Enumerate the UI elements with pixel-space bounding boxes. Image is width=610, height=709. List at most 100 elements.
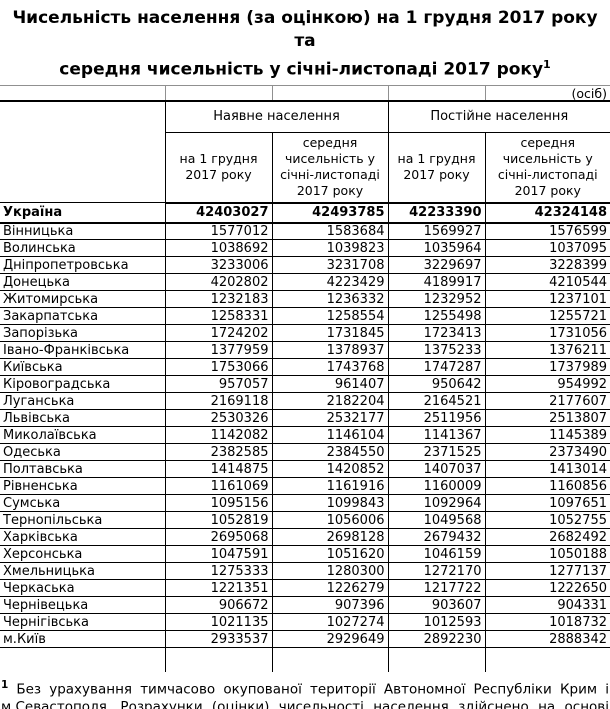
value-cell: 1275333	[164, 562, 273, 581]
table-row: Харківська 2695068 2698128 2679432 2682492	[0, 528, 610, 547]
trailer-row	[0, 647, 610, 672]
title-line-1: Чисельність населення (за оцінкою) на 1 …	[12, 8, 598, 51]
value-cell: 4210544	[484, 273, 610, 292]
value-cell: 2695068	[164, 528, 273, 547]
value-cell: 903607	[387, 596, 486, 615]
value-cell: 1049568	[387, 511, 486, 530]
region-name-cell: Тернопільська	[0, 511, 166, 530]
value-cell: 4223429	[271, 273, 389, 292]
table-body: Україна 42403027 42493785 42233390 42324148 В…	[0, 202, 610, 649]
value-cell: 1255721	[484, 307, 610, 326]
value-cell: 2513807	[484, 409, 610, 428]
value-cell: 4202802	[164, 273, 273, 292]
value-cell: 1280300	[271, 562, 389, 581]
table-row: Івано-Франківська 1377959 1378937 1375233 13…	[0, 341, 610, 360]
value-cell: 1577012	[164, 222, 273, 241]
value-cell: 1236332	[271, 290, 389, 309]
region-name-cell: Запорізька	[0, 324, 166, 343]
trailer-cell	[164, 647, 273, 672]
table-row: Миколаївська 1142082 1146104 1141367 1145389	[0, 426, 610, 445]
region-name-cell: Миколаївська	[0, 426, 166, 445]
table-row: м.Київ 2933537 2929649 2892230 2888342	[0, 630, 610, 649]
value-cell: 1012593	[387, 613, 486, 632]
table-row: Закарпатська 1258331 1258554 1255498 1255721	[0, 307, 610, 326]
value-cell: 1141367	[387, 426, 486, 445]
region-name-cell: Україна	[0, 202, 166, 224]
sub-header-cell: на 1 грудня 2017 року	[164, 132, 273, 204]
region-name-cell: Сумська	[0, 494, 166, 513]
value-cell: 2532177	[271, 409, 389, 428]
title-line-2: середня чисельність у січні-листопаді 20…	[59, 59, 544, 80]
value-cell: 907396	[271, 596, 389, 615]
value-cell: 1237101	[484, 290, 610, 309]
table-row: Житомирська 1232183 1236332 1232952 1237101	[0, 290, 610, 309]
value-cell: 1161916	[271, 477, 389, 496]
value-cell: 2698128	[271, 528, 389, 547]
table-row: Волинська 1038692 1039823 1035964 1037095	[0, 239, 610, 258]
value-cell: 1097651	[484, 494, 610, 513]
region-name-cell: Закарпатська	[0, 307, 166, 326]
value-cell: 1145389	[484, 426, 610, 445]
value-cell: 1221351	[164, 579, 273, 598]
region-name-cell: Івано-Франківська	[0, 341, 166, 360]
value-cell: 1092964	[387, 494, 486, 513]
group-header-row: Наявне населення Постійне населення	[0, 100, 610, 204]
region-name-cell: Полтавська	[0, 460, 166, 479]
value-cell: 1272170	[387, 562, 486, 581]
value-cell: 1375233	[387, 341, 486, 360]
unit-row-gridline	[165, 85, 166, 100]
value-cell: 1743768	[271, 358, 389, 377]
value-cell: 2511956	[387, 409, 486, 428]
region-name-cell: Донецька	[0, 273, 166, 292]
value-cell: 1099843	[271, 494, 389, 513]
region-name-cell: Харківська	[0, 528, 166, 547]
trailer-cell	[0, 647, 166, 672]
value-cell: 1037095	[484, 239, 610, 258]
value-cell: 1047591	[164, 545, 273, 564]
value-cell: 2530326	[164, 409, 273, 428]
unit-label: (осіб)	[571, 85, 607, 101]
value-cell: 1160856	[484, 477, 610, 496]
value-cell: 1420852	[271, 460, 389, 479]
value-cell: 1232952	[387, 290, 486, 309]
value-cell: 42233390	[387, 202, 486, 224]
value-cell: 1737989	[484, 358, 610, 377]
region-name-cell: Кіровоградська	[0, 375, 166, 394]
value-cell: 2382585	[164, 443, 273, 462]
corner-cell	[0, 100, 166, 204]
trailer-cell	[484, 647, 610, 672]
value-cell: 1052819	[164, 511, 273, 530]
footnote-text: Без урахування тимчасово окупованої тери…	[1, 681, 609, 709]
value-cell: 1046159	[387, 545, 486, 564]
value-cell: 2371525	[387, 443, 486, 462]
table-row: Кіровоградська 957057 961407 950642 954992	[0, 375, 610, 394]
table-row: Одеська 2382585 2384550 2371525 2373490	[0, 443, 610, 462]
value-cell: 1038692	[164, 239, 273, 258]
page-title: Чисельність населення (за оцінкою) на 1 …	[0, 0, 610, 82]
value-cell: 1051620	[271, 545, 389, 564]
region-name-cell: Київська	[0, 358, 166, 377]
table-row: Херсонська 1047591 1051620 1046159 1050188	[0, 545, 610, 564]
population-table: Наявне населення Постійне населення на 1…	[0, 99, 610, 672]
table-row: Тернопільська 1052819 1056006 1049568 105275…	[0, 511, 610, 530]
value-cell: 1226279	[271, 579, 389, 598]
table-row: Чернівецька 906672 907396 903607 904331	[0, 596, 610, 615]
value-cell: 1160009	[387, 477, 486, 496]
value-cell: 950642	[387, 375, 486, 394]
value-cell: 954992	[484, 375, 610, 394]
value-cell: 1277137	[484, 562, 610, 581]
value-cell: 1378937	[271, 341, 389, 360]
value-cell: 1753066	[164, 358, 273, 377]
value-cell: 904331	[484, 596, 610, 615]
value-cell: 1376211	[484, 341, 610, 360]
table-row: Дніпропетровська 3233006 3231708 3229697 322…	[0, 256, 610, 275]
table-row: Хмельницька 1275333 1280300 1272170 1277137	[0, 562, 610, 581]
value-cell: 1095156	[164, 494, 273, 513]
table-row: Рівненська 1161069 1161916 1160009 1160856	[0, 477, 610, 496]
value-cell: 1056006	[271, 511, 389, 530]
value-cell: 1258554	[271, 307, 389, 326]
region-name-cell: Рівненська	[0, 477, 166, 496]
value-cell: 1255498	[387, 307, 486, 326]
value-cell: 42403027	[164, 202, 273, 224]
value-cell: 1407037	[387, 460, 486, 479]
